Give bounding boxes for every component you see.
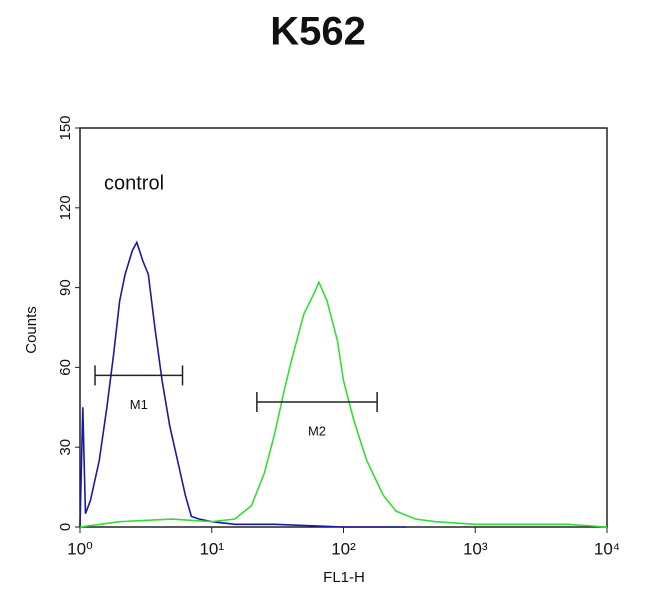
y-axis-label: Counts xyxy=(23,306,40,354)
series-label: control xyxy=(104,172,164,194)
y-tick-label: 90 xyxy=(57,279,74,296)
y-tick-label: 30 xyxy=(57,439,74,456)
x-tick-label: 10² xyxy=(331,539,356,558)
x-tick-label: 10³ xyxy=(463,539,488,558)
histogram-line xyxy=(79,240,407,528)
y-tick-label: 150 xyxy=(57,115,74,140)
y-tick-label: 60 xyxy=(57,359,74,376)
x-tick-label: 10⁰ xyxy=(67,539,93,558)
histogram-line xyxy=(79,280,608,528)
x-axis-label: FL1-H xyxy=(323,569,365,586)
marker-label: M1 xyxy=(130,397,148,412)
chart-title: K562 xyxy=(270,10,366,54)
y-tick-label: 120 xyxy=(57,195,74,220)
marker-label: M2 xyxy=(308,423,326,438)
y-tick-label: 0 xyxy=(57,523,74,531)
x-tick-label: 10⁴ xyxy=(594,539,620,558)
x-tick-label: 10¹ xyxy=(199,539,224,558)
